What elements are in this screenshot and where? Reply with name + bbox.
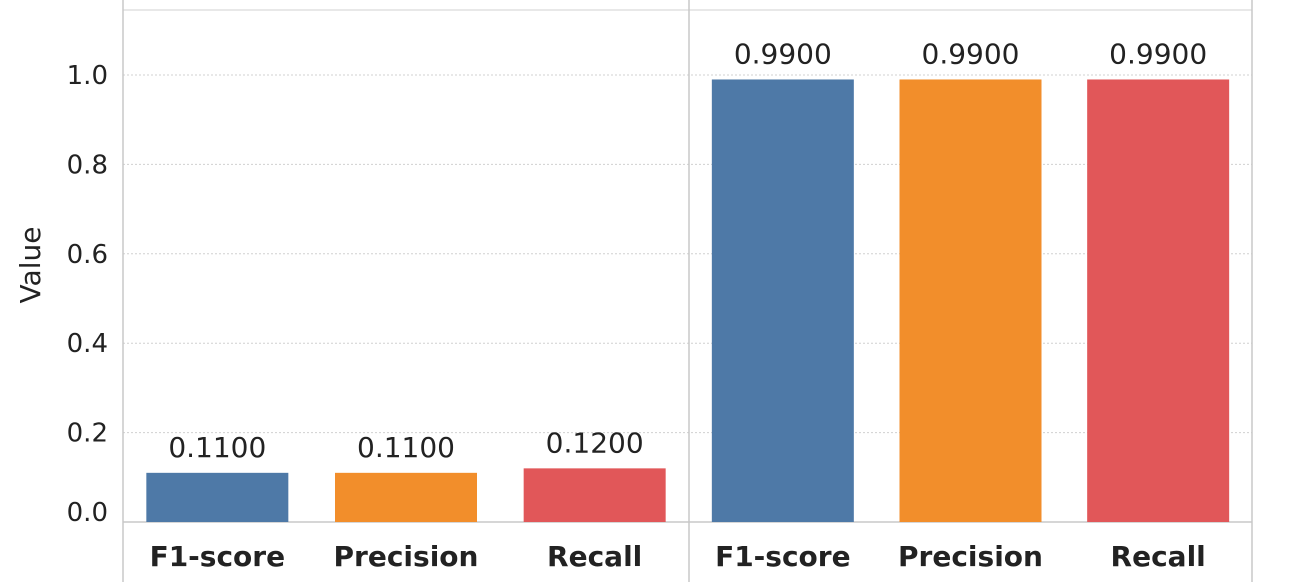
x-category-label: Precision xyxy=(898,540,1043,573)
y-axis-ticks: 0.0 0.2 0.4 0.6 0.8 1.0 xyxy=(67,61,108,528)
x-axis-categories: F1-score Precision Recall F1-score Precision… xyxy=(150,540,1206,573)
x-category-label: Recall xyxy=(1111,540,1206,573)
bar-precision xyxy=(335,472,477,522)
y-tick-label: 1.0 xyxy=(67,61,108,91)
bar-recall xyxy=(1087,79,1230,522)
y-tick-label: 0.4 xyxy=(67,329,108,359)
bar-recall xyxy=(523,468,666,522)
data-label: 0.1100 xyxy=(168,431,266,464)
y-axis-title: Value xyxy=(14,227,47,304)
data-label: 0.9900 xyxy=(1109,37,1207,70)
x-category-label: Precision xyxy=(334,540,479,573)
bar-precision xyxy=(899,79,1042,522)
y-tick-label: 0.0 xyxy=(67,498,108,528)
data-label: 0.9900 xyxy=(734,37,832,70)
bars xyxy=(146,79,1230,522)
x-category-label: F1-score xyxy=(150,540,286,573)
y-tick-label: 0.8 xyxy=(67,150,108,180)
gridlines xyxy=(123,74,1252,434)
bar-f1-score xyxy=(711,79,854,522)
data-label: 0.1200 xyxy=(546,426,644,459)
panel-frame xyxy=(122,0,1253,582)
data-label: 0.1100 xyxy=(357,431,455,464)
y-tick-label: 0.6 xyxy=(67,240,108,270)
x-category-label: F1-score xyxy=(715,540,851,573)
data-label: 0.9900 xyxy=(922,37,1020,70)
bar-f1-score xyxy=(146,472,289,522)
y-tick-label: 0.2 xyxy=(67,419,108,449)
x-category-label: Recall xyxy=(547,540,642,573)
data-labels: 0.1100 0.1100 0.1200 0.9900 0.9900 0.9900 xyxy=(168,37,1207,463)
